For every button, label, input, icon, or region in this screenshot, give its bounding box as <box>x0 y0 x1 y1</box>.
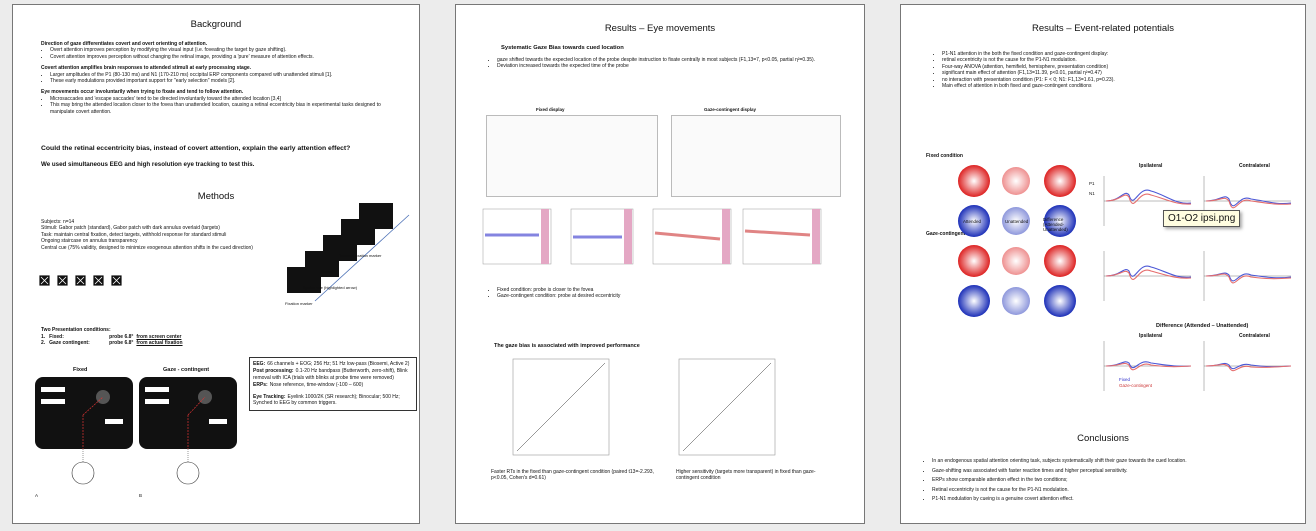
bullet-list: Microsaccades and 'escape saccades' tend… <box>41 96 401 115</box>
legend-entry: Gaze-contingent <box>1119 383 1152 388</box>
bullets: gaze shifted towards the expected locati… <box>488 57 833 70</box>
bullet-list: In an endogenous spatial attention orien… <box>923 457 1293 505</box>
bullet-list: gaze shifted towards the expected locati… <box>488 57 833 70</box>
eeg-line: Eye Tracking:Eyelink 1000/2K (SR researc… <box>253 394 413 407</box>
panel-title: Background <box>13 19 419 30</box>
section: Covert attention amplifies brain respons… <box>41 65 401 84</box>
timeline-label: Stimuli <box>321 269 333 274</box>
arrow-icons <box>39 273 129 289</box>
bullets: P1-N1 attention in the both the fixed co… <box>933 51 1283 89</box>
map-label: Attended <box>963 219 981 224</box>
figure-title: Gaze-contingent display <box>704 107 756 112</box>
tooltip: O1-O2 ipsi.png <box>1163 210 1240 227</box>
conditions-title: Two Presentation conditions: <box>41 327 341 333</box>
bullet: These early modulations provided importa… <box>50 78 401 84</box>
eeg-label: EEG: <box>253 361 265 367</box>
condition-name: Gaze contingent: <box>49 340 109 346</box>
panel-letter: B <box>139 493 142 498</box>
panel-erp: Results – Event-related potentials P1-N1… <box>900 4 1306 524</box>
figure-title: Fixed display <box>536 107 565 112</box>
methods-lines: Subjects: n=14Stimuli: Gabor patch (stan… <box>41 219 281 251</box>
conclusions: In an endogenous spatial attention orien… <box>923 457 1293 505</box>
bullet-list: Larger amplitudes of the P1 (80-130 ms) … <box>41 72 401 85</box>
condition-number: 1. <box>41 334 45 340</box>
panel-letter: A <box>35 493 38 498</box>
condition-link: from actual fixation <box>136 340 182 346</box>
panel-eye-movements: Results – Eye movements Systematic Gaze … <box>455 4 865 524</box>
bullet: Gaze-contingent condition: probe at desi… <box>497 293 828 299</box>
column-label: Contralateral <box>1239 163 1270 169</box>
eeg-box: EEG:66 channels + EOG; 256 Hz; 51 Hz low… <box>249 357 417 411</box>
poster: Background Direction of gaze differentia… <box>0 0 1316 531</box>
condition-link: from screen center <box>136 334 181 340</box>
erp-plots <box>1096 171 1301 401</box>
column-label: Contralateral <box>1239 333 1270 339</box>
column-label: Ipsilateral <box>1139 163 1162 169</box>
figure-label: Gaze - contingent <box>163 367 209 373</box>
eeg-text: 66 channels + EOG; 256 Hz; 51 Hz low-pas… <box>267 361 409 367</box>
eeg-label: ERPs: <box>253 382 268 388</box>
eeg-text: Nose reference, time-window (-100 – 600) <box>270 382 363 388</box>
timeline-label: Fixation marker <box>285 301 313 306</box>
eeg-label: Eye Tracking: <box>253 394 286 400</box>
condition: 2. Gaze contingent:probe 6.8°from actual … <box>41 340 341 346</box>
caption: Higher sensitivity (targets more transpa… <box>676 469 826 482</box>
section: Direction of gaze differentiates covert … <box>41 41 401 60</box>
conditions-figure <box>33 375 243 500</box>
bullet: Gaze-shifting was associated with faster… <box>932 467 1293 477</box>
question: Could the retinal eccentricity bias, ins… <box>41 145 411 152</box>
gaze-traces <box>481 201 851 271</box>
condition-number: 2. <box>41 340 45 346</box>
bullet-list: Overt attention improves perception by m… <box>41 47 401 60</box>
eeg-line: Post processing:0.1-20 Hz bandpass (Butt… <box>253 368 413 381</box>
map-label: Unattended <box>1005 219 1028 224</box>
performance-plots <box>511 357 781 462</box>
figure-frame <box>486 115 658 197</box>
caption: Faster RTs in the fixed than gaze-contin… <box>491 469 666 482</box>
figure-frame <box>671 115 841 197</box>
panel-title: Results – Eye movements <box>456 23 864 34</box>
map-label: Difference (Attended-Unattended) <box>1043 217 1083 232</box>
section: Eye movements occur involuntarily when t… <box>41 89 401 115</box>
sections: Direction of gaze differentiates covert … <box>41 41 401 120</box>
conclusions-title: Conclusions <box>901 433 1305 444</box>
figure-label: Fixed <box>73 367 87 373</box>
bullet-list: Fixed condition: probe is closer to the … <box>488 287 828 300</box>
heading: Systematic Gaze Bias towards cued locati… <box>501 45 624 51</box>
page: Poster {"panels": [ {"title": "Backgroun… <box>0 0 1316 531</box>
bullet: Retinal eccentricity is not the cause fo… <box>932 486 1293 496</box>
panel-background: Background Direction of gaze differentia… <box>12 4 420 524</box>
legend-entry: Fixed <box>1119 377 1130 382</box>
bullet: Main effect of attention in both fixed a… <box>942 83 1283 89</box>
condition-text: probe 6.8° <box>109 340 133 346</box>
timeline-label: Spatial cue (highlighted arrow) <box>303 285 357 290</box>
eeg-line: ERPs:Nose reference, time-window (-100 –… <box>253 382 413 388</box>
bullet: P1-N1 modulation by cueing is a genuine … <box>932 495 1293 505</box>
topo-maps <box>956 161 1086 331</box>
eeg-line: EEG:66 channels + EOG; 256 Hz; 51 Hz low… <box>253 361 413 367</box>
heading: The gaze bias is associated with improve… <box>494 343 640 349</box>
statement: We used simultaneous EEG and high resolu… <box>41 161 411 168</box>
bullet: ERPs show comparable attention effect in… <box>932 476 1293 486</box>
difference-title: Difference (Attended – Unattended) <box>1156 323 1248 329</box>
bullet: In an endogenous spatial attention orien… <box>932 457 1293 467</box>
column-label: Ipsilateral <box>1139 333 1162 339</box>
bullets: Fixed condition: probe is closer to the … <box>488 287 828 300</box>
timeline-label: Terminal fixation marker <box>339 253 381 258</box>
bullet: Covert attention improves perception wit… <box>50 54 401 60</box>
bullet: Deviation increased towards the expected… <box>497 63 833 69</box>
text-line: Central cue (75% validity, designed to m… <box>41 245 281 251</box>
condition-text: probe 6.8° <box>109 334 133 340</box>
row-label: Fixed condition <box>926 153 963 159</box>
peak-label: P1 <box>1089 181 1095 186</box>
bullet-list: P1-N1 attention in the both the fixed co… <box>933 51 1283 89</box>
peak-label: N1 <box>1089 191 1095 196</box>
panel-title: Results – Event-related potentials <box>901 23 1305 34</box>
eeg-label: Post processing: <box>253 368 294 374</box>
bullet: This may bring the attended location clo… <box>50 102 401 115</box>
